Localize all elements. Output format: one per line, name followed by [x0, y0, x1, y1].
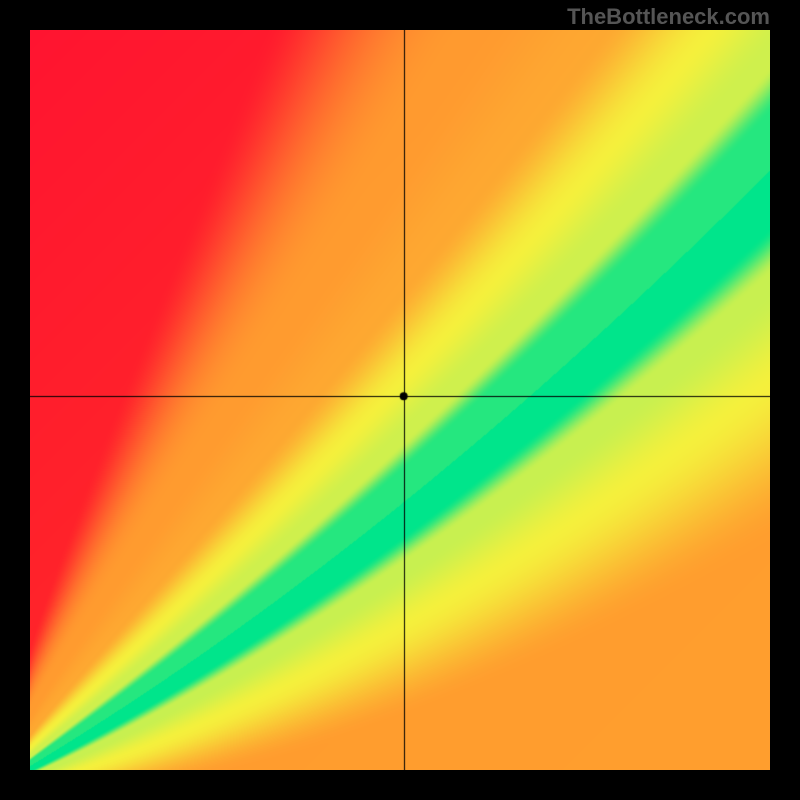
chart-container: TheBottleneck.com [0, 0, 800, 800]
watermark-text: TheBottleneck.com [567, 4, 770, 30]
bottleneck-heatmap [30, 30, 770, 770]
